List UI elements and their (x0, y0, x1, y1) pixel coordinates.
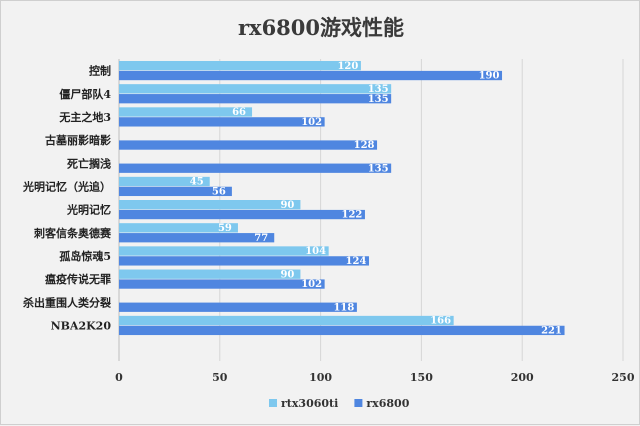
data-label: 135 (368, 163, 389, 174)
category-label: 光明记忆 (66, 203, 111, 217)
bar-rx6800 (119, 302, 357, 312)
category-label: 光明记忆（光追） (22, 179, 111, 193)
bar-rtx3060ti (119, 223, 238, 233)
data-label: 102 (301, 117, 322, 128)
bar-rx6800 (119, 70, 503, 81)
x-tick-label: 150 (410, 371, 433, 384)
bar-rtx3060ti (119, 269, 301, 279)
bar-rx6800 (119, 163, 392, 173)
data-label: 77 (254, 233, 268, 244)
category-label: 古墓丽影暗影 (45, 133, 111, 147)
data-label: 124 (346, 256, 367, 267)
category-label: 孤岛惊魂5 (59, 249, 111, 263)
x-tick-label: 0 (115, 371, 123, 384)
data-label: 190 (479, 71, 500, 82)
category-label: 无主之地3 (58, 110, 111, 124)
data-label: 90 (280, 269, 294, 280)
bar-rx6800 (119, 140, 378, 150)
bar-rtx3060ti (119, 107, 253, 117)
data-label: 66 (232, 107, 246, 118)
bar-rx6800 (119, 233, 275, 243)
bar-rtx3060ti (119, 246, 329, 256)
category-label: NBA2K20 (51, 319, 112, 332)
x-tick-label: 250 (612, 371, 635, 384)
legend: rtx3060ti rx6800 (269, 397, 410, 410)
bar-rx6800 (119, 325, 565, 336)
category-label: 刺客信条奥德赛 (33, 226, 112, 240)
category-label: 瘟疫传说无罪 (45, 272, 111, 286)
data-label: 90 (280, 200, 294, 211)
data-label: 118 (333, 302, 354, 313)
bar-rtx3060ti (119, 176, 210, 187)
data-label: 102 (301, 279, 322, 290)
bar-rx6800 (119, 94, 392, 104)
bars (119, 60, 565, 336)
data-label: 104 (305, 246, 326, 257)
data-label: 59 (218, 223, 232, 234)
data-label: 166 (430, 316, 451, 327)
bar-rx6800 (119, 209, 365, 220)
legend-label: rtx3060ti (281, 397, 338, 410)
legend-swatch (354, 399, 363, 407)
data-label: 120 (337, 61, 358, 72)
x-tick-label: 100 (309, 371, 332, 384)
bar-rtx3060ti (119, 315, 454, 326)
category-label: 僵尸部队4 (59, 87, 111, 101)
category-label: 死亡搁浅 (67, 156, 111, 170)
data-label: 56 (212, 187, 226, 198)
data-label: 135 (368, 84, 389, 95)
data-label: 122 (342, 210, 363, 221)
x-tick-labels: 0 50 100 150 200 250 (115, 371, 635, 384)
bar-rx6800 (119, 279, 325, 289)
bar-rx6800 (119, 117, 325, 127)
bar-rx6800 (119, 256, 369, 266)
bar-rtx3060ti (119, 84, 392, 94)
category-label: 控制 (89, 64, 111, 78)
data-label: 135 (368, 94, 389, 105)
x-tick-label: 200 (511, 371, 534, 384)
legend-label: rx6800 (366, 397, 409, 410)
chart-title: rx6800游戏性能 (238, 15, 404, 40)
data-labels: 1201901351356610212813545569012259771041… (190, 61, 562, 337)
data-label: 221 (541, 326, 562, 337)
bar-rtx3060ti (119, 200, 301, 210)
data-label: 128 (354, 140, 375, 151)
bar-rx6800 (119, 186, 232, 197)
legend-swatch (269, 399, 277, 407)
category-label: 杀出重围人类分裂 (23, 295, 111, 309)
data-label: 45 (190, 177, 204, 188)
x-tick-label: 50 (212, 371, 228, 384)
bar-rtx3060ti (119, 60, 361, 71)
